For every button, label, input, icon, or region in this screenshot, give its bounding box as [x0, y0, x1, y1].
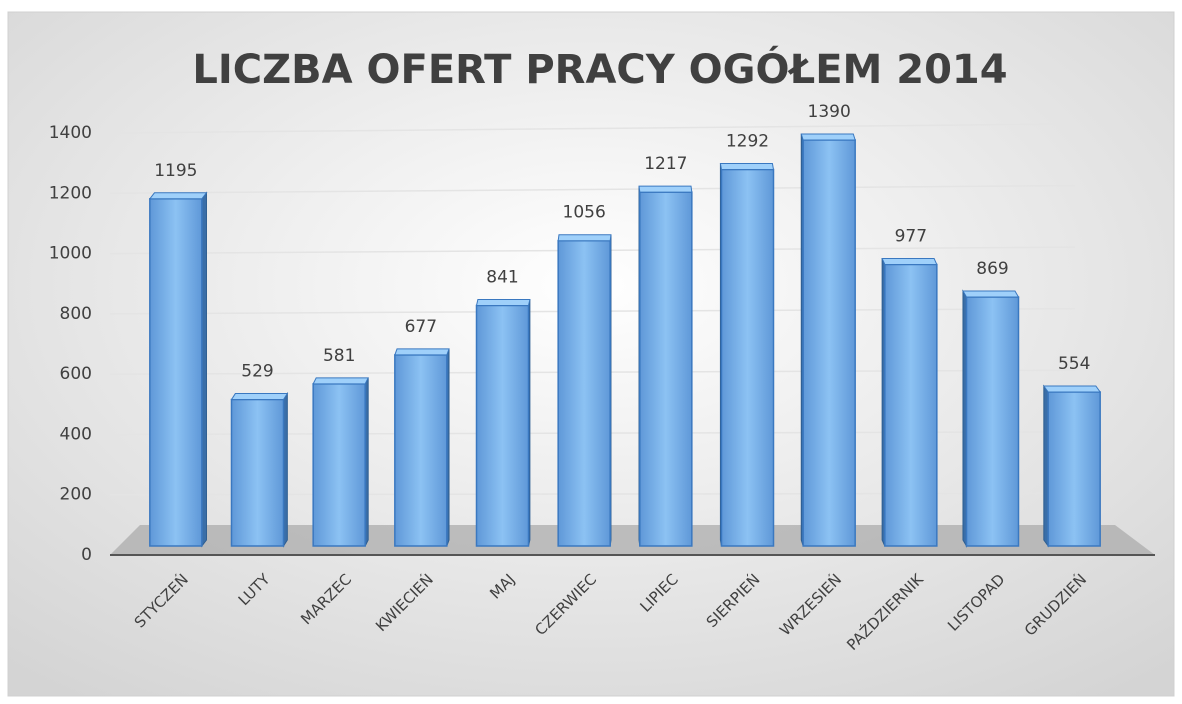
- bar: [230, 391, 289, 548]
- grid-line: [109, 184, 1076, 195]
- grid-line: [109, 123, 1076, 134]
- data-label: 554: [1058, 354, 1090, 374]
- bar: [148, 191, 208, 548]
- bar-top: [638, 185, 693, 193]
- bar-front: [230, 398, 285, 547]
- bar: [962, 289, 1020, 548]
- bar: [881, 258, 938, 547]
- bar-top: [881, 258, 938, 266]
- bar-front: [720, 168, 775, 547]
- y-tick-label: 0: [81, 545, 92, 565]
- data-label: 841: [486, 267, 518, 287]
- data-label: 1390: [808, 102, 851, 122]
- y-tick-label: 1000: [49, 244, 92, 264]
- bar-front: [557, 239, 611, 547]
- data-label: 677: [405, 317, 437, 337]
- bar-top: [962, 290, 1020, 298]
- data-label: 977: [895, 227, 927, 247]
- bar: [557, 234, 612, 547]
- bar: [394, 348, 450, 547]
- bar-top: [719, 163, 775, 171]
- data-label: 1195: [154, 161, 197, 181]
- bar: [1042, 384, 1102, 548]
- bar: [312, 377, 369, 547]
- bar-front: [312, 383, 366, 547]
- data-label: 1217: [644, 154, 687, 174]
- y-tick-label: 1200: [49, 183, 92, 203]
- y-tick-label: 200: [60, 485, 92, 505]
- bar-front: [965, 296, 1020, 547]
- bar-front: [1047, 391, 1101, 547]
- bar-top: [475, 298, 531, 306]
- bar-top: [800, 133, 856, 141]
- bar-top: [557, 234, 612, 242]
- bar: [638, 185, 693, 547]
- bar-top: [148, 192, 208, 200]
- bar-top: [312, 377, 369, 385]
- bar-front: [802, 139, 856, 547]
- bar: [800, 133, 856, 547]
- bar-top: [230, 393, 289, 401]
- bar-front: [149, 198, 203, 547]
- bar-front: [884, 263, 938, 547]
- data-label: 581: [323, 346, 355, 366]
- y-tick-label: 1400: [49, 123, 92, 143]
- y-tick-label: 400: [60, 424, 92, 444]
- y-tick-label: 800: [60, 304, 92, 324]
- bar-top: [1042, 385, 1102, 393]
- data-label: 1292: [726, 132, 769, 152]
- bar-front: [475, 304, 530, 547]
- y-tick-label: 600: [60, 364, 92, 384]
- bar-front: [639, 191, 693, 547]
- bar-front: [394, 354, 448, 547]
- data-label: 529: [241, 362, 273, 382]
- bar: [475, 298, 531, 547]
- bar-top: [394, 348, 450, 356]
- chart-title: LICZBA OFERT PRACY OGÓŁEM 2014: [192, 45, 1007, 93]
- bar: [719, 163, 775, 547]
- data-label: 869: [976, 259, 1008, 279]
- data-label: 1056: [563, 203, 606, 223]
